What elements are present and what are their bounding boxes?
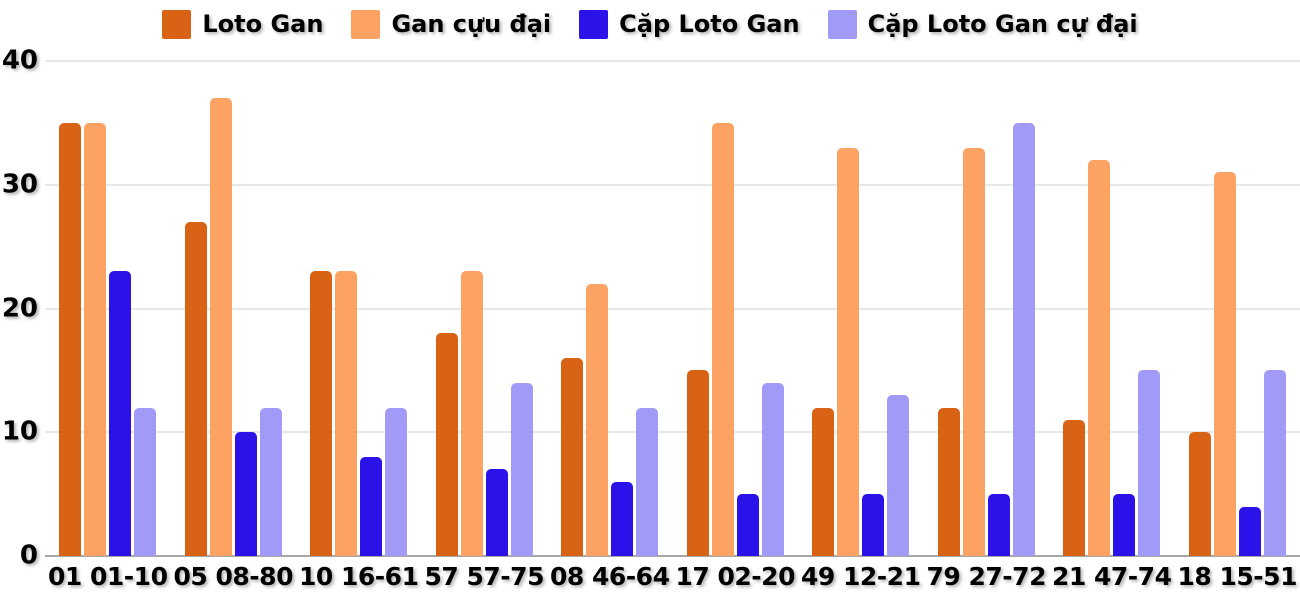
legend-swatch-icon [162, 9, 192, 39]
bar-cap-loto-gan[interactable] [862, 494, 885, 556]
x-axis-labels: 01 01-10 05 08-80 10 16-61 57 57-75 08 46-64… [45, 562, 1300, 591]
bar-gan-cuu-ai[interactable] [209, 98, 232, 556]
gridline [45, 307, 1300, 310]
bar-gan-cuu-ai[interactable] [1088, 160, 1111, 556]
legend-item-cap-loto-gan[interactable]: Cặp Loto Gan [579, 9, 800, 39]
bar-cap-loto-gan-cu-ai[interactable] [259, 407, 282, 556]
bar-group-21-47-74 [1049, 61, 1175, 556]
bar-loto-gan[interactable] [435, 333, 458, 556]
x-tick-label: 17 02-20 [675, 562, 796, 591]
bar-group-05-08-80 [171, 61, 297, 556]
bar-cap-loto-gan[interactable] [736, 494, 759, 556]
bar-cap-loto-gan-cu-ai[interactable] [887, 395, 910, 556]
x-tick-label: 18 15-51 [1177, 562, 1298, 591]
x-axis-line [45, 555, 1300, 557]
gridline [45, 60, 1300, 62]
bar-gan-cuu-ai[interactable] [460, 271, 483, 556]
legend-swatch-icon [579, 9, 609, 39]
bar-cap-loto-gan-cu-ai[interactable] [134, 407, 157, 556]
bar-gan-cuu-ai[interactable] [711, 122, 734, 556]
bar-cap-loto-gan-cu-ai[interactable] [1138, 370, 1161, 556]
bar-cap-loto-gan[interactable] [987, 494, 1010, 556]
x-tick-label: 01 01-10 [48, 562, 168, 591]
bar-loto-gan[interactable] [1188, 432, 1211, 556]
bar-gan-cuu-ai[interactable] [335, 271, 358, 556]
bar-cap-loto-gan[interactable] [611, 481, 634, 556]
bar-loto-gan[interactable] [686, 370, 709, 556]
y-tick-label: 30 [1, 169, 38, 200]
bar-cap-loto-gan[interactable] [234, 432, 257, 556]
bar-cap-loto-gan[interactable] [1113, 494, 1136, 556]
legend-label: Cặp Loto Gan cự đại [867, 10, 1138, 38]
y-tick-label: 10 [1, 416, 38, 447]
y-tick-label: 20 [1, 292, 38, 323]
bar-group-17-02-20 [673, 61, 799, 556]
bar-loto-gan[interactable] [812, 407, 835, 556]
bar-gan-cuu-ai[interactable] [84, 122, 107, 556]
bar-loto-gan[interactable] [937, 407, 960, 556]
bar-gan-cuu-ai[interactable] [837, 147, 860, 556]
y-tick-label: 0 [19, 540, 38, 571]
bar-loto-gan[interactable] [310, 271, 333, 556]
legend-label: Gan cựu đại [391, 10, 552, 38]
bar-cap-loto-gan[interactable] [485, 469, 508, 556]
x-tick-label: 21 47-74 [1052, 562, 1172, 591]
legend-label: Loto Gan [202, 10, 324, 38]
bar-group-08-46-64 [547, 61, 673, 556]
legend-swatch-icon [351, 9, 381, 39]
bar-group-10-16-61 [296, 61, 422, 556]
bar-cap-loto-gan[interactable] [109, 271, 132, 556]
bar-loto-gan[interactable] [59, 122, 82, 556]
bar-cap-loto-gan-cu-ai[interactable] [636, 407, 659, 556]
bar-cap-loto-gan[interactable] [360, 457, 383, 556]
x-tick-label: 05 08-80 [173, 562, 294, 591]
plot-area [45, 60, 1300, 557]
bar-cap-loto-gan-cu-ai[interactable] [385, 407, 408, 556]
gridline [45, 183, 1300, 186]
x-tick-label: 57 57-75 [424, 562, 545, 591]
bar-cap-loto-gan-cu-ai[interactable] [761, 382, 784, 556]
bar-loto-gan[interactable] [1063, 419, 1086, 556]
bar-loto-gan[interactable] [561, 358, 584, 556]
y-axis-labels: 0 10 20 30 40 [0, 47, 38, 568]
bar-gan-cuu-ai[interactable] [962, 147, 985, 556]
bar-group-01-01-10 [45, 61, 171, 556]
gridline [45, 431, 1300, 434]
bar-group-49-12-21 [798, 61, 924, 556]
legend-label: Cặp Loto Gan [619, 10, 800, 38]
bar-group-79-27-72 [924, 61, 1050, 556]
x-tick-label: 10 16-61 [299, 562, 419, 591]
bar-gan-cuu-ai[interactable] [1213, 172, 1236, 556]
legend-swatch-icon [827, 9, 857, 39]
legend-item-gan-cuu-ai[interactable]: Gan cựu đại [351, 9, 552, 39]
chart-legend: Loto Gan Gan cựu đại Cặp Loto Gan Cặp Loto … [0, 5, 1300, 43]
x-tick-label: 08 46-64 [550, 562, 670, 591]
bar-groups [45, 61, 1300, 556]
legend-item-cap-loto-gan-cu-ai[interactable]: Cặp Loto Gan cự đại [827, 9, 1138, 39]
y-tick-label: 40 [1, 45, 38, 76]
bar-cap-loto-gan-cu-ai[interactable] [1263, 370, 1286, 556]
x-tick-label: 49 12-21 [801, 562, 921, 591]
bar-loto-gan[interactable] [184, 221, 207, 556]
bar-cap-loto-gan[interactable] [1238, 506, 1261, 556]
bar-cap-loto-gan-cu-ai[interactable] [510, 382, 533, 556]
legend-item-loto-gan[interactable]: Loto Gan [162, 9, 324, 39]
bar-cap-loto-gan-cu-ai[interactable] [1012, 122, 1035, 556]
x-tick-label: 79 27-72 [926, 562, 1047, 591]
bar-group-57-57-75 [422, 61, 548, 556]
bar-group-18-15-51 [1175, 61, 1300, 556]
bar-gan-cuu-ai[interactable] [586, 283, 609, 556]
